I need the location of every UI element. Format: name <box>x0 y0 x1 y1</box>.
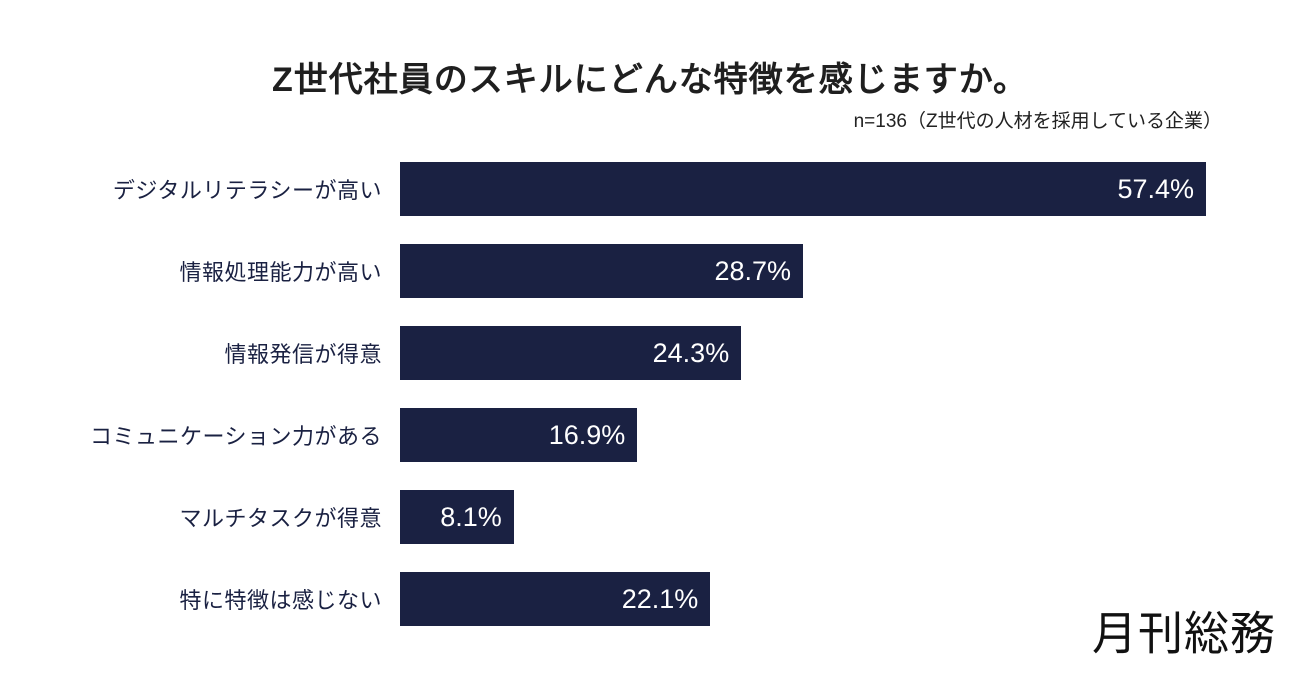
value-label: 8.1% <box>440 501 502 532</box>
bar-track: 28.7% <box>400 244 1206 298</box>
bar-track: 8.1% <box>400 490 1206 544</box>
sample-size-note: n=136（Z世代の人材を採用している企業） <box>853 111 1222 132</box>
bar: 57.4% <box>400 162 1206 216</box>
bar-track: 22.1% <box>400 572 1206 626</box>
bar-row: 情報処理能力が高い 28.7% <box>0 244 1240 298</box>
bar-track: 57.4% <box>400 162 1206 216</box>
bar: 24.3% <box>400 326 742 380</box>
category-label: マルチタスクが得意 <box>179 506 382 531</box>
category-label: 特に特徴は感じない <box>179 588 382 613</box>
chart-title: Z世代社員のスキルにどんな特徴を感じますか。 <box>271 61 1029 99</box>
horizontal-bar-chart: デジタルリテラシーが高い 57.4% 情報処理能力が高い 28.7% 情報発信が得意 24… <box>0 162 1240 654</box>
bar-track: 16.9% <box>400 408 1206 462</box>
bar-row: デジタルリテラシーが高い 57.4% <box>0 162 1240 216</box>
value-label: 16.9% <box>548 419 626 450</box>
bar: 16.9% <box>400 408 638 462</box>
category-label: 情報発信が得意 <box>224 342 382 367</box>
value-label: 57.4% <box>1117 173 1194 204</box>
value-label: 28.7% <box>714 255 791 286</box>
bar-row: マルチタスクが得意 8.1% <box>0 490 1240 544</box>
bar-row: 特に特徴は感じない 22.1% <box>0 572 1240 626</box>
bar-row: 情報発信が得意 24.3% <box>0 326 1240 380</box>
bar: 8.1% <box>400 490 514 544</box>
gekkan-soumu-logo: 月刊総務 <box>1091 607 1276 660</box>
category-label: デジタルリテラシーが高い <box>112 178 382 203</box>
category-label: 情報処理能力が高い <box>179 260 382 285</box>
bar-row: コミュニケーション力がある 16.9% <box>0 408 1240 462</box>
bar: 28.7% <box>400 244 803 298</box>
bar: 22.1% <box>400 572 711 626</box>
value-label: 24.3% <box>652 337 730 368</box>
bar-track: 24.3% <box>400 326 1206 380</box>
category-label: コミュニケーション力がある <box>89 424 382 449</box>
value-label: 22.1% <box>621 583 699 614</box>
